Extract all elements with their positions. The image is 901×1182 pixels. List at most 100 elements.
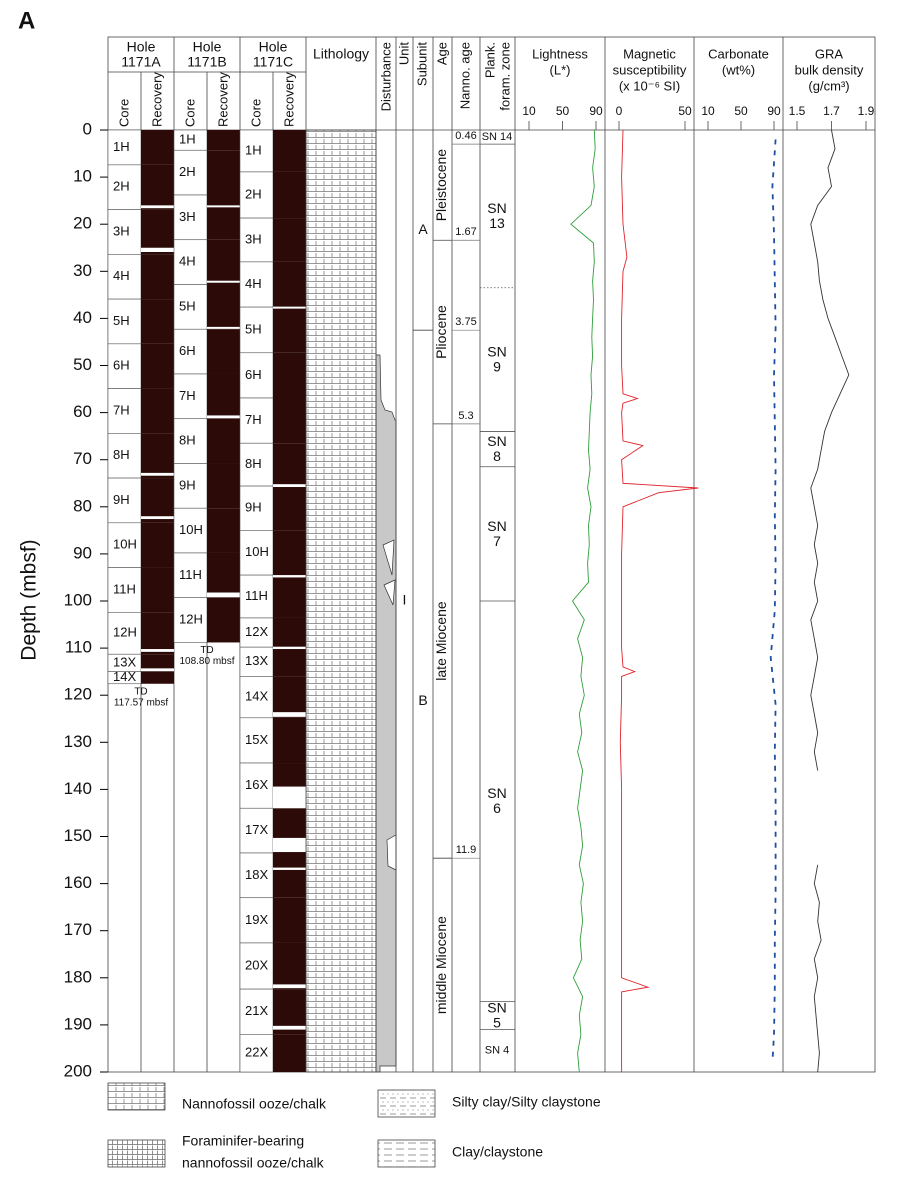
nanno-age: 3.75	[455, 316, 476, 328]
recovery-gap	[207, 205, 240, 208]
recovery-gap	[141, 516, 174, 520]
core-box	[239, 442, 274, 487]
core-label: 10H	[113, 537, 137, 552]
hole-name: 1171C	[253, 54, 293, 70]
recovery	[273, 218, 306, 262]
recovery	[141, 433, 174, 479]
core-box	[239, 530, 274, 576]
core-label: 10H	[245, 544, 269, 559]
core-label: 7H	[113, 402, 130, 417]
recovery-gap	[273, 984, 306, 989]
x-tick-label: 90	[767, 104, 781, 118]
core-box	[239, 1034, 274, 1073]
recovery	[141, 671, 174, 684]
core-box	[239, 988, 274, 1035]
core-label: 4H	[245, 276, 262, 291]
recovery	[141, 343, 174, 389]
core-label: 13X	[245, 653, 268, 668]
core-label: 21X	[245, 1003, 268, 1018]
core-label: 7H	[179, 388, 196, 403]
y-tick-label: 140	[64, 779, 92, 798]
recovery	[141, 299, 174, 344]
core-label: 2H	[245, 186, 262, 201]
recovery-gap	[273, 575, 306, 578]
core-box	[107, 433, 142, 479]
hole-name: 1171B	[187, 54, 226, 70]
core-label: 12H	[179, 612, 203, 627]
recovery	[207, 130, 240, 151]
ages-label: late Miocene	[433, 601, 449, 681]
core-box	[107, 522, 142, 568]
core-label: 9H	[245, 500, 262, 515]
core-header: Core	[248, 99, 263, 127]
core-label: 4H	[113, 268, 130, 283]
recovery	[207, 508, 240, 553]
core-label: 11H	[245, 588, 268, 603]
y-tick-label: 80	[73, 496, 92, 515]
core-box	[239, 646, 274, 677]
core-box	[107, 388, 142, 434]
recovery	[141, 388, 174, 434]
x-tick-label: 1.5	[789, 104, 806, 118]
core-label: 3H	[245, 231, 262, 246]
foram-zone-line: 5	[493, 1014, 501, 1030]
recovery	[141, 522, 174, 568]
log-title: GRA	[815, 46, 844, 61]
depth-axis-label: Depth (mbsf)	[18, 539, 41, 660]
foram-zone: SN 4	[485, 1045, 509, 1057]
nanno-age: 1.67	[455, 226, 476, 238]
y-tick-label: 0	[83, 119, 92, 138]
recovery-gap	[141, 472, 174, 476]
recovery	[273, 530, 306, 576]
core-label: 2H	[113, 179, 130, 194]
core-box	[107, 164, 142, 210]
nanno-age: 5.3	[458, 410, 473, 422]
td-depth: 117.57 mbsf	[114, 697, 169, 708]
recovery	[141, 164, 174, 210]
core-box	[239, 171, 274, 219]
x-tick-label: 10	[522, 104, 536, 118]
recovery	[273, 717, 306, 764]
recovery	[273, 307, 306, 353]
log-curve	[810, 129, 850, 1073]
x-tick-label: 90	[589, 104, 603, 118]
x-tick-label: 50	[678, 104, 692, 118]
recovery	[273, 443, 306, 487]
y-tick-label: 20	[73, 214, 92, 233]
subunits-label: B	[418, 692, 427, 708]
legend-label: Silty clay/Silty claystone	[452, 1094, 601, 1110]
recovery-gap	[273, 1025, 306, 1030]
recovery	[273, 575, 306, 618]
core-box	[239, 352, 274, 399]
foram-zone-header: foram. zone	[497, 42, 512, 111]
core-box	[107, 209, 142, 255]
core-box	[173, 149, 208, 196]
core-label: 18X	[245, 867, 268, 882]
core-box	[239, 717, 274, 764]
foram-zone-line: SN	[487, 785, 506, 801]
log-curve	[769, 139, 777, 1063]
disturbance-header: Disturbance	[378, 42, 393, 111]
y-tick-label: 50	[73, 355, 92, 374]
y-tick-label: 150	[64, 826, 92, 845]
ages-label: Pliocene	[433, 305, 449, 359]
foram-zone-line: 7	[493, 533, 501, 549]
recovery-gap	[273, 837, 306, 853]
recovery	[207, 329, 240, 374]
foram-zone-line: 6	[493, 800, 501, 816]
core-box	[173, 418, 208, 464]
recovery	[207, 150, 240, 195]
recovery	[207, 284, 240, 330]
core-label: 16X	[245, 777, 268, 792]
recovery	[273, 942, 306, 990]
recovery-gap	[273, 484, 306, 488]
x-tick-label: 10	[701, 104, 715, 118]
unit-header: Unit	[396, 42, 411, 66]
recovery	[207, 373, 240, 419]
recovery-header: Recovery	[215, 72, 230, 127]
core-box	[239, 676, 274, 719]
core-label: 6H	[113, 358, 130, 373]
core-label: 1H	[179, 132, 196, 147]
y-tick-label: 70	[73, 449, 92, 468]
ages-label: middle Miocene	[433, 916, 449, 1014]
